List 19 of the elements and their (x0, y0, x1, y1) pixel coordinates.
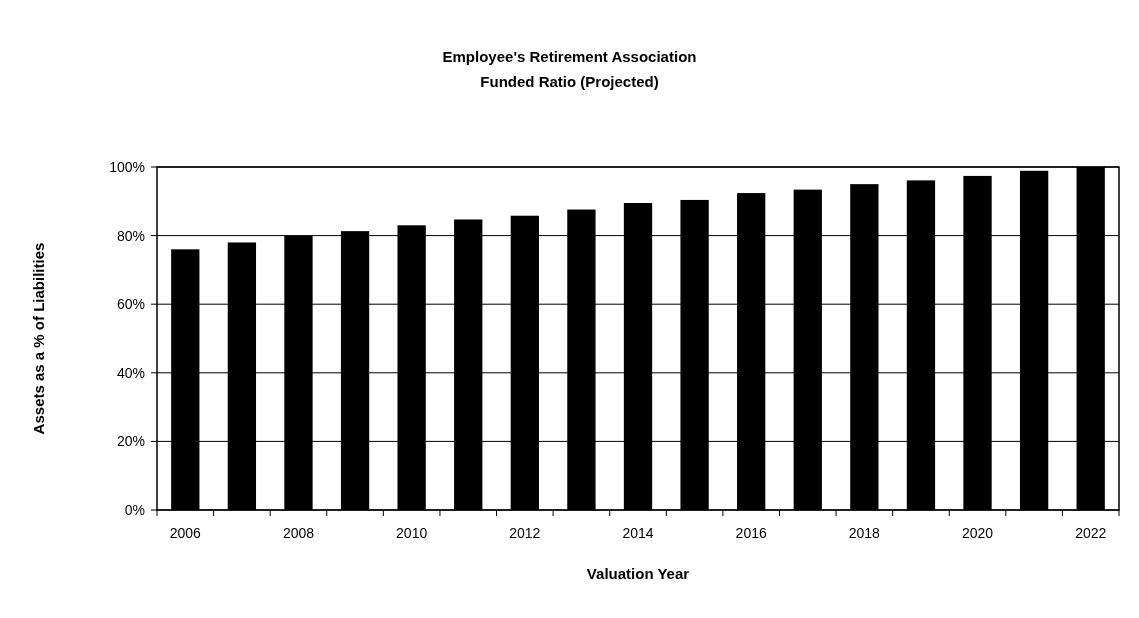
y-tick-label: 40% (116, 364, 145, 381)
x-tick-label: 2020 (961, 525, 994, 541)
x-tick-label: 2008 (282, 525, 315, 541)
y-tick-label: 80% (116, 227, 145, 244)
y-tick-label: 0% (124, 501, 145, 518)
x-tick-label: 2014 (622, 525, 654, 541)
x-tick-label: 2010 (396, 525, 428, 541)
y-tick-label: 60% (116, 296, 145, 313)
y-tick-label: 100% (109, 158, 145, 175)
x-tick-label: 2016 (735, 525, 767, 541)
chart-title: Employee's Retirement Association (442, 48, 697, 65)
x-tick-label: 2022 (1075, 525, 1107, 541)
x-tick-label: 2006 (169, 525, 202, 541)
chart-subtitle: Funded Ratio (Projected) (480, 73, 659, 90)
y-tick-label: 20% (116, 433, 145, 450)
x-axis-title: Valuation Year (586, 565, 690, 582)
y-axis-title: Assets as a % of Liabilities (30, 242, 47, 435)
x-tick-label: 2012 (509, 525, 541, 541)
x-tick-label: 2018 (848, 525, 881, 541)
